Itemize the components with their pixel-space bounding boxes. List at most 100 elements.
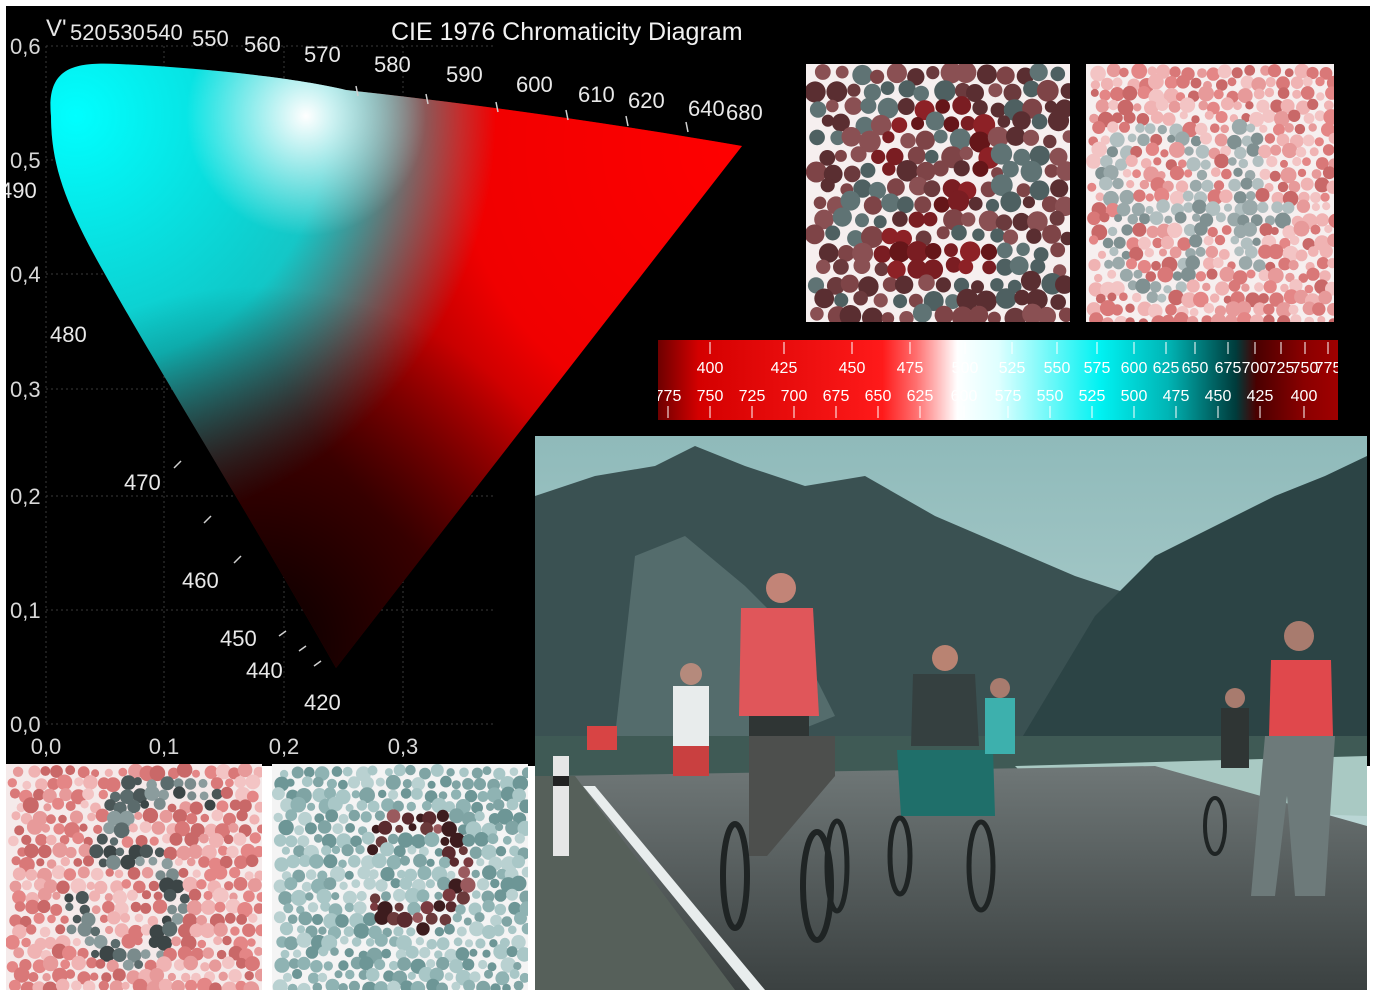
plate-dot bbox=[996, 66, 1015, 85]
plate-dot bbox=[1296, 100, 1311, 115]
plate-dot bbox=[58, 814, 67, 824]
plate-dot bbox=[148, 880, 160, 892]
plate-dot bbox=[6, 961, 19, 973]
locus-tick bbox=[313, 660, 322, 667]
plate-dot bbox=[1323, 109, 1334, 125]
plate-dot bbox=[1293, 220, 1310, 237]
spectrum-top-label: 450 bbox=[839, 360, 866, 377]
plate-dot bbox=[1213, 89, 1224, 100]
plate-dot bbox=[402, 779, 412, 789]
plate-dot bbox=[228, 969, 242, 983]
plate-dot bbox=[1144, 123, 1156, 134]
plate-dot bbox=[475, 938, 486, 949]
plate-dot bbox=[225, 778, 234, 788]
plate-dot bbox=[1210, 293, 1220, 303]
plate-dot bbox=[287, 914, 298, 924]
plate-dot bbox=[1127, 280, 1138, 291]
plate-dot bbox=[361, 831, 375, 845]
plate-dot bbox=[172, 809, 188, 824]
plate-dot bbox=[436, 809, 449, 822]
plate-dot bbox=[77, 866, 90, 879]
plate-dot bbox=[1198, 100, 1209, 111]
plate-dot bbox=[1273, 123, 1285, 136]
plate-dot bbox=[229, 867, 241, 879]
spectrum-top-label: 725 bbox=[1268, 360, 1295, 377]
plate-dot bbox=[408, 823, 417, 832]
plate-dot bbox=[384, 768, 393, 777]
plate-dot bbox=[446, 870, 456, 880]
plate-dot bbox=[112, 890, 128, 905]
plate-dot bbox=[494, 903, 507, 916]
plate-dot bbox=[254, 946, 262, 956]
spectrum-bottom-label: 725 bbox=[739, 388, 766, 405]
plate-dot bbox=[427, 780, 436, 789]
plate-dot bbox=[9, 880, 22, 893]
plate-dot bbox=[104, 893, 114, 902]
plate-dot bbox=[471, 869, 480, 879]
plate-dot bbox=[162, 921, 178, 937]
plate-dot bbox=[65, 801, 76, 811]
plate-dot bbox=[513, 980, 524, 990]
plate-dot bbox=[356, 890, 367, 902]
plate-dot bbox=[93, 935, 108, 949]
plate-dot bbox=[1137, 133, 1150, 147]
plate-dot bbox=[28, 765, 41, 778]
plate-dot bbox=[144, 785, 160, 801]
plate-dot bbox=[253, 903, 262, 914]
plate-dot bbox=[214, 901, 226, 913]
plate-dot bbox=[496, 868, 508, 880]
plate-dot bbox=[936, 226, 950, 240]
plate-dot bbox=[430, 764, 444, 777]
plate-dot bbox=[1295, 249, 1308, 262]
plate-dot bbox=[351, 879, 361, 888]
plate-dot bbox=[86, 957, 98, 969]
plate-dot bbox=[900, 133, 916, 149]
plate-dot bbox=[353, 901, 367, 915]
locus-tick bbox=[278, 630, 287, 637]
plate-dot bbox=[1241, 113, 1251, 123]
plate-dot bbox=[1238, 256, 1253, 270]
plate-dot bbox=[1233, 167, 1243, 177]
spectrum-bottom-labels: 775 750 725 700 675 650 625 600 575 550 525 500 475 4… bbox=[655, 388, 1317, 418]
plate-dot bbox=[1112, 77, 1123, 88]
plate-dot bbox=[898, 80, 916, 98]
plate-dot bbox=[20, 981, 36, 990]
plate-dot bbox=[814, 288, 835, 309]
plate-dot bbox=[41, 823, 51, 833]
plate-dot bbox=[952, 96, 972, 115]
plate-dot bbox=[1144, 248, 1154, 258]
plate-dot bbox=[1121, 250, 1131, 260]
plate-dot bbox=[291, 766, 304, 779]
plate-dot bbox=[1314, 177, 1330, 193]
plate-dot bbox=[489, 939, 498, 948]
plate-dot bbox=[1310, 224, 1321, 235]
plate-dot bbox=[37, 899, 51, 914]
plate-dot bbox=[387, 980, 401, 990]
plate-dot bbox=[1182, 190, 1194, 202]
plate-dots-bl1 bbox=[6, 764, 262, 990]
plate-dot bbox=[1321, 122, 1334, 137]
plate-dot bbox=[1302, 157, 1311, 166]
plate-dot bbox=[969, 131, 991, 153]
wavelength-labels: 520 530 540 550 560 570 580 590 600 610 620 640 680 4… bbox=[6, 20, 763, 715]
plate-dot bbox=[482, 766, 492, 775]
plate-dot bbox=[1153, 157, 1162, 166]
locus-tick bbox=[298, 645, 307, 652]
plate-dot bbox=[367, 844, 379, 856]
wavelength-label: 610 bbox=[578, 82, 615, 107]
plate-dot bbox=[1203, 257, 1216, 270]
x-tick-label: 0,2 bbox=[269, 734, 300, 759]
plate-dot bbox=[1238, 158, 1249, 169]
wavelength-label: 470 bbox=[124, 470, 161, 495]
plate-dot bbox=[1280, 283, 1289, 293]
plate-dot bbox=[132, 978, 148, 990]
plate-dot bbox=[1127, 133, 1137, 143]
wavelength-label: 560 bbox=[244, 32, 281, 57]
plate-dot bbox=[236, 914, 248, 925]
plate-dot bbox=[1218, 249, 1230, 260]
plate-dot bbox=[440, 836, 450, 846]
plate-dot bbox=[223, 834, 234, 845]
plate-dot bbox=[362, 981, 378, 990]
plate-dot bbox=[200, 962, 210, 972]
plate-dots-tr2 bbox=[1086, 64, 1334, 322]
